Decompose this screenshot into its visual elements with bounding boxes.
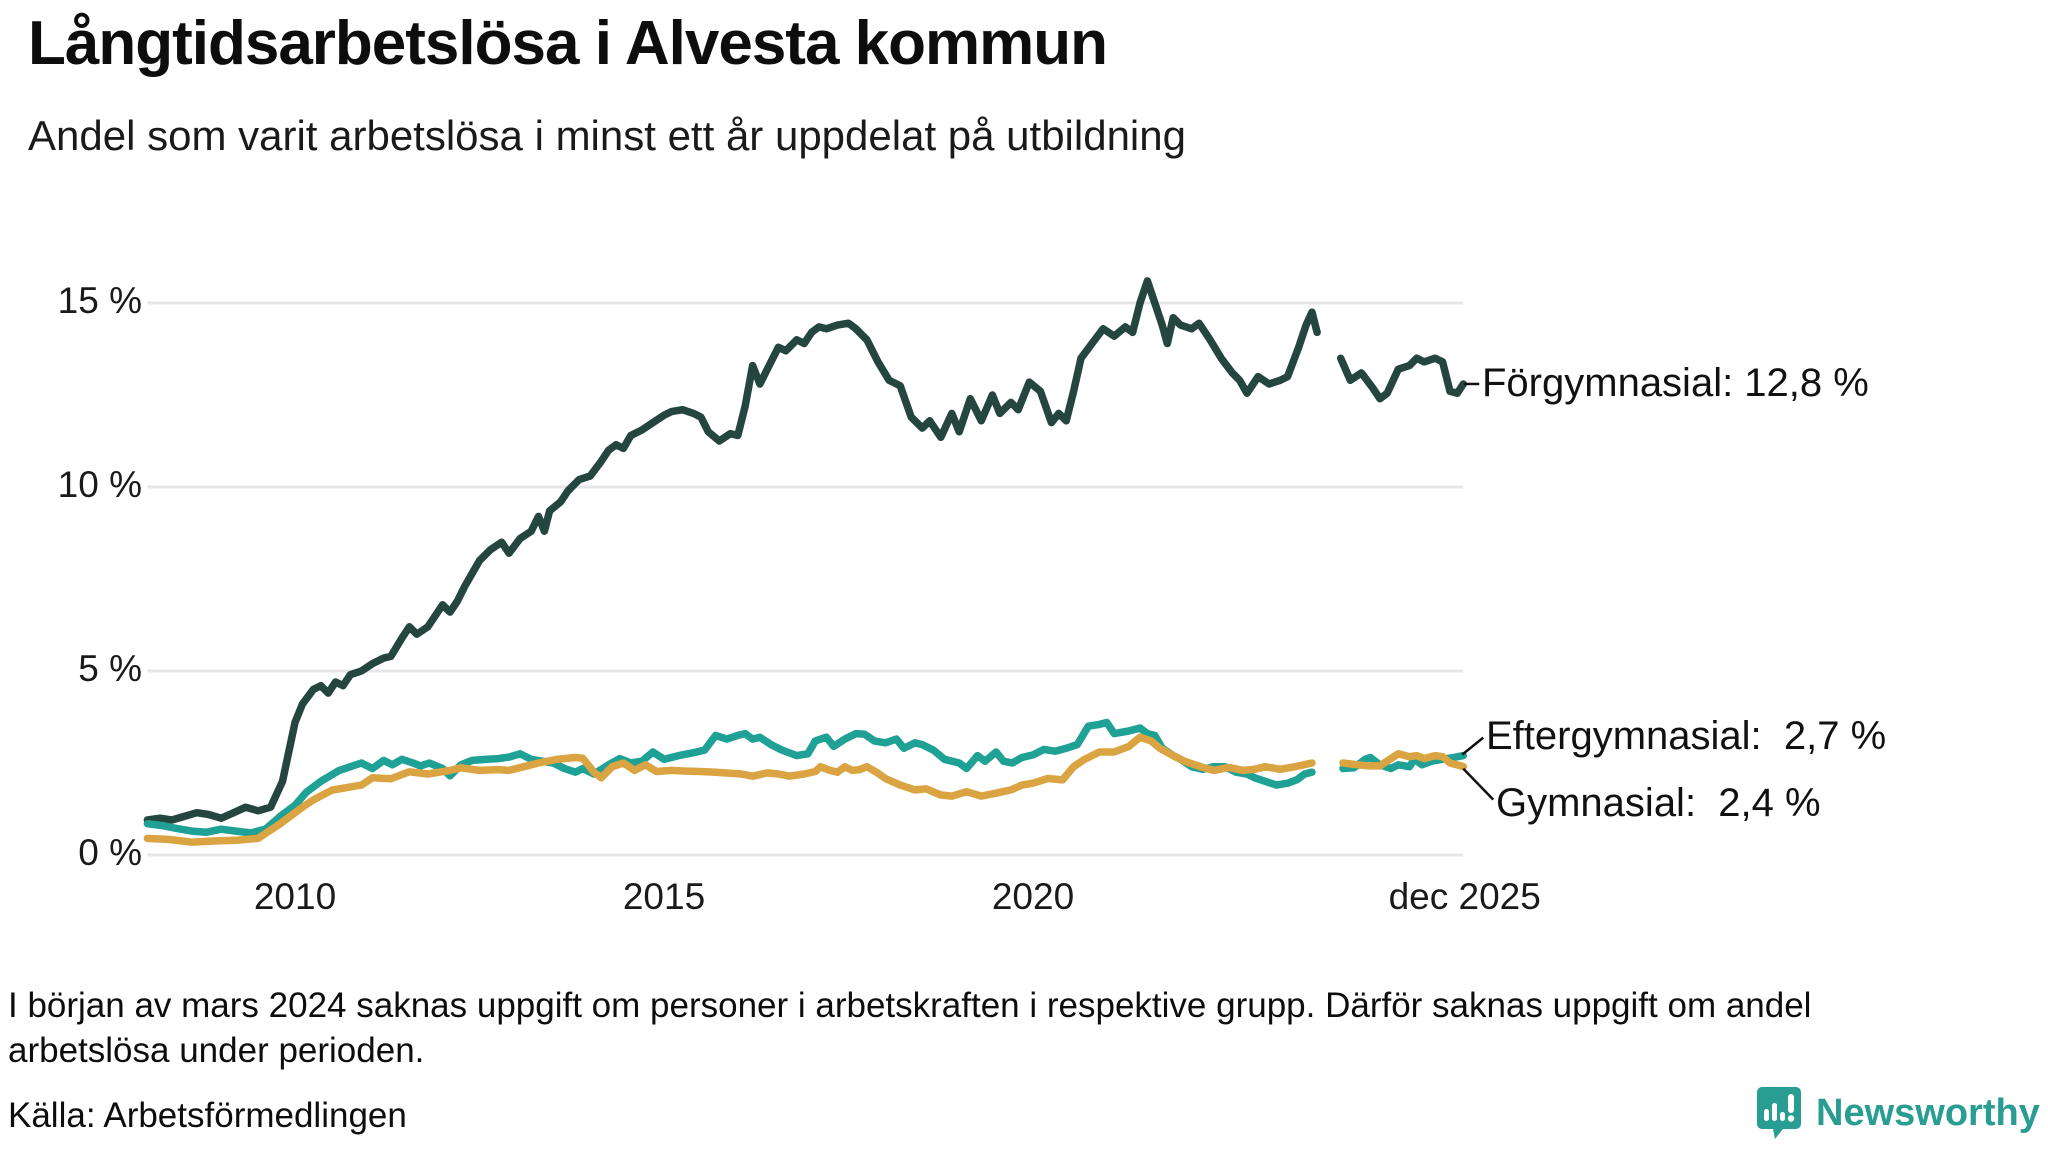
page-subtitle: Andel som varit arbetslösa i minst ett å… — [28, 112, 1186, 159]
legend-label-forgymnasial: Förgymnasial: 12,8 % — [1482, 361, 1869, 405]
newsworthy-branding: Newsworthy — [1756, 1086, 2040, 1140]
series-line-eftergymnasial — [143, 718, 1316, 837]
y-tick-label-5: 5 % — [78, 648, 142, 689]
newsworthy-logo-icon — [1756, 1086, 1802, 1140]
series-line-gymnasial — [143, 733, 1316, 846]
series-line-förgymnasial — [143, 277, 1321, 824]
y-tick-label-0: 0 % — [78, 832, 142, 873]
x-tick-label-2015: 2015 — [622, 876, 706, 917]
series-line-förgymnasial — [1336, 354, 1468, 403]
line-chart — [143, 277, 1495, 857]
series-line-gymnasial — [1339, 750, 1468, 771]
x-tick-label-2010: 2010 — [253, 876, 337, 917]
y-tick-label-15: 15 % — [57, 280, 142, 321]
source-text: Källa: Arbetsförmedlingen — [8, 1096, 407, 1135]
x-tick-label-2020: 2020 — [991, 876, 1075, 917]
page-title: Långtidsarbetslösa i Alvesta kommun — [28, 9, 1108, 78]
legend-label-eftergymnasial: Eftergymnasial: 2,7 % — [1486, 714, 1887, 758]
newsworthy-wordmark: Newsworthy — [1816, 1091, 2040, 1134]
legend-label-gymnasial: Gymnasial: 2,4 % — [1496, 781, 1821, 825]
x-tick-label-dec-2025: dec 2025 — [1388, 876, 1541, 917]
connector-eftergymnasial — [1461, 736, 1485, 756]
connector-gymnasial — [1462, 767, 1495, 801]
y-tick-label-10: 10 % — [57, 464, 142, 505]
footnote-text: I början av mars 2024 saknas uppgift om … — [8, 986, 1812, 1070]
